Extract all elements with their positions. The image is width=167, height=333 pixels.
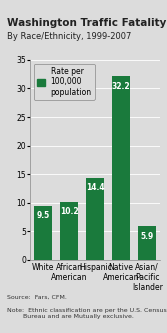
Text: Note:  Ethnic classification are per the U.S. Census
        Bureau and are Mutu: Note: Ethnic classification are per the … [7, 308, 166, 319]
Bar [112, 76, 130, 260]
Bar [86, 177, 104, 260]
Legend: Rate per
100,000
population: Rate per 100,000 population [34, 64, 95, 100]
Bar [34, 205, 52, 260]
Text: 5.9: 5.9 [141, 232, 154, 241]
Text: 14.4: 14.4 [86, 183, 105, 192]
Text: 10.2: 10.2 [60, 207, 78, 216]
Bar [60, 201, 78, 260]
Text: 32.2: 32.2 [112, 82, 131, 91]
Text: 9.5: 9.5 [36, 211, 50, 220]
Text: Source:  Fars, CFM.: Source: Fars, CFM. [7, 295, 67, 300]
Text: Washington Traffic Fatality Rate: Washington Traffic Fatality Rate [7, 18, 167, 28]
Text: By Race/Ethnicity, 1999-2007: By Race/Ethnicity, 1999-2007 [7, 32, 131, 41]
Bar [138, 226, 156, 260]
